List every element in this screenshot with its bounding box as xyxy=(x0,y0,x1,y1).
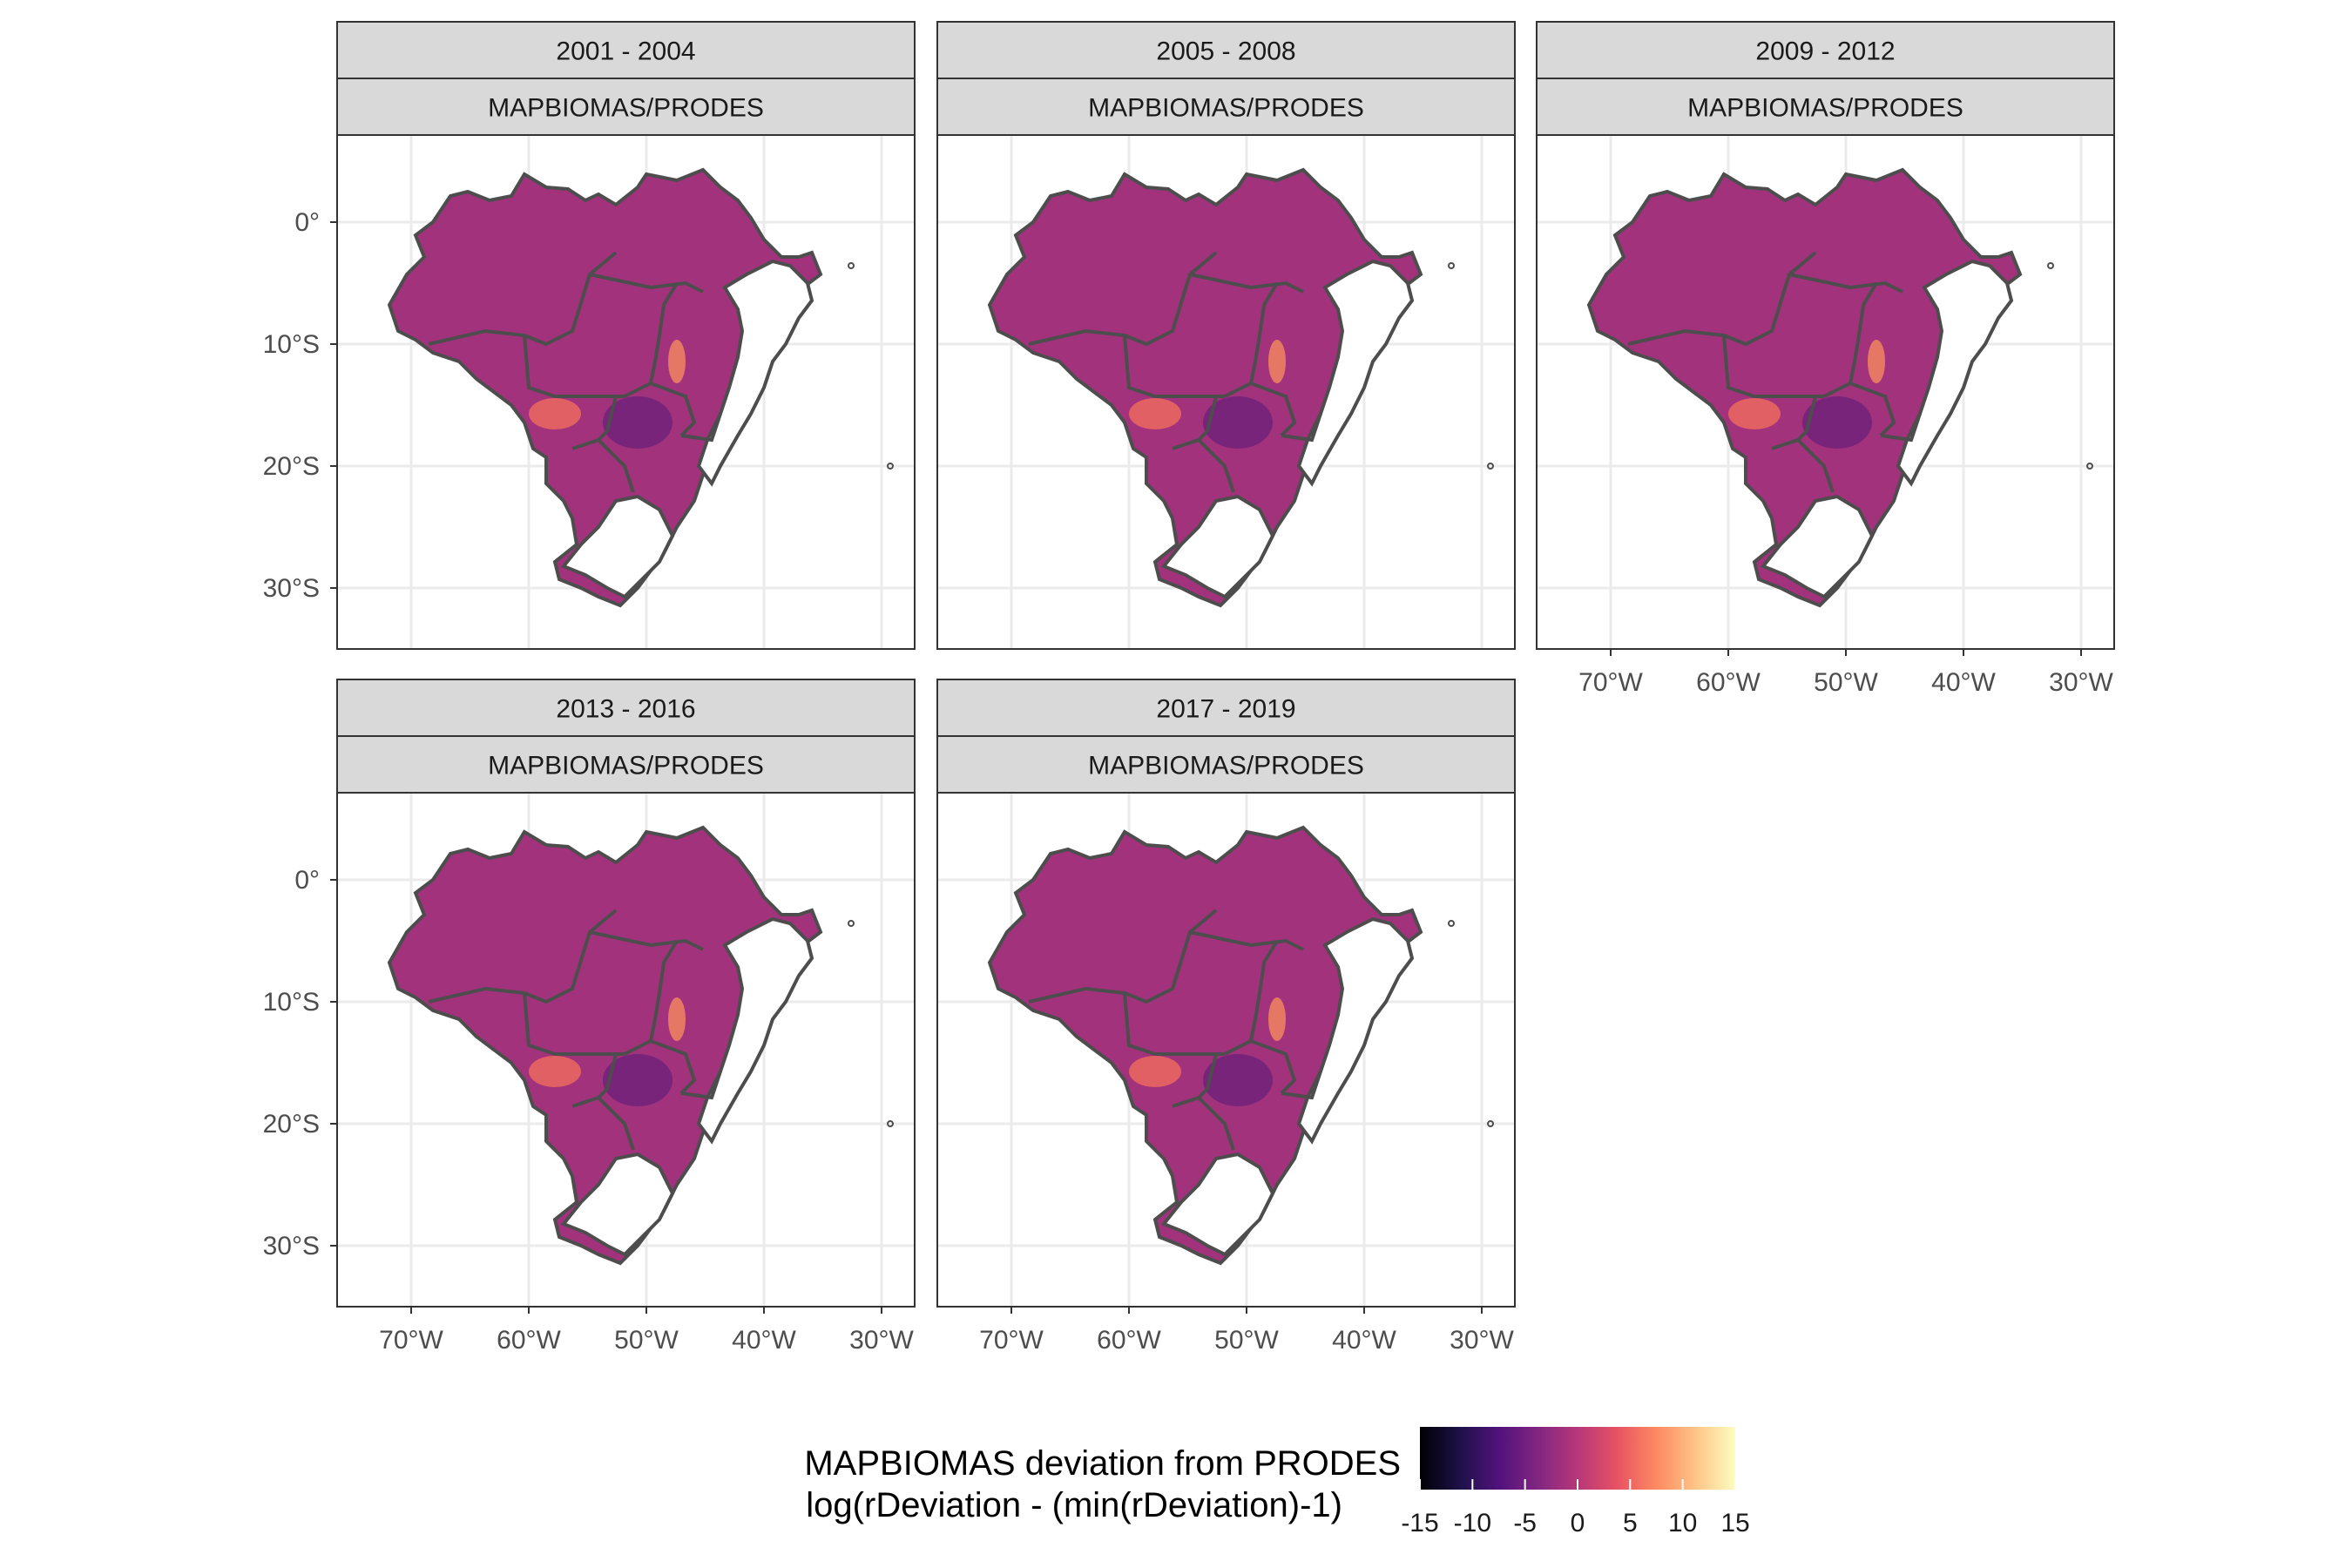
legend-tick-label: 0 xyxy=(1571,1509,1585,1538)
panel-border xyxy=(336,792,916,1308)
island-marker xyxy=(1487,463,1494,470)
x-tick-label: 30°W xyxy=(2049,668,2113,697)
low-deviation-patch xyxy=(603,1054,672,1106)
island-marker xyxy=(887,463,894,470)
high-deviation-patch xyxy=(1268,997,1286,1041)
brazil-map xyxy=(388,826,822,1265)
x-tick-label: 70°W xyxy=(979,1326,1044,1355)
island-marker xyxy=(848,920,855,927)
panel-source-label: MAPBIOMAS/PRODES xyxy=(1687,94,1963,123)
map-panel: 2009 - 2012 MAPBIOMAS/PRODES 70°W 60°W 50°W 4… xyxy=(1536,21,2115,697)
island-marker xyxy=(2086,463,2093,470)
panel-period-label: 2013 - 2016 xyxy=(556,695,695,724)
y-tick-label: 0° xyxy=(294,208,320,237)
map-area xyxy=(1536,134,2115,650)
low-deviation-patch xyxy=(1802,396,1872,449)
legend-tick-label: -5 xyxy=(1513,1509,1537,1538)
panel-border xyxy=(936,134,1516,650)
island-marker xyxy=(1448,920,1455,927)
x-tick-label: 40°W xyxy=(1332,1326,1396,1355)
panel-border xyxy=(1536,134,2115,650)
legend-tick-label: 15 xyxy=(1720,1509,1749,1538)
panel-border xyxy=(936,792,1516,1308)
map-panel: 2013 - 2016 MAPBIOMAS/PRODES 0° 10°S 20°S 30°… xyxy=(263,679,916,1355)
strip-source xyxy=(336,735,916,794)
high-deviation-patch xyxy=(529,398,581,429)
y-tick-label: 10°S xyxy=(263,988,320,1017)
map-area xyxy=(336,134,916,650)
panel-period-label: 2001 - 2004 xyxy=(556,37,695,66)
x-tick-label: 70°W xyxy=(379,1326,443,1355)
island-marker xyxy=(2047,262,2054,269)
high-deviation-patch xyxy=(668,997,686,1041)
panel-source-label: MAPBIOMAS/PRODES xyxy=(1088,752,1364,781)
island-marker xyxy=(887,1120,894,1127)
island-marker xyxy=(848,262,855,269)
map-panel: 2005 - 2008 MAPBIOMAS/PRODES xyxy=(936,21,1516,650)
low-deviation-patch xyxy=(1203,396,1273,449)
legend-tick-label: -15 xyxy=(1401,1509,1438,1538)
y-tick-label: 10°S xyxy=(263,330,320,359)
island-marker xyxy=(1448,262,1455,269)
x-tick-label: 50°W xyxy=(1814,668,1878,697)
y-tick-label: 20°S xyxy=(263,1110,320,1139)
legend-tick-label: -10 xyxy=(1454,1509,1491,1538)
high-deviation-patch xyxy=(1129,398,1181,429)
legend-tick-label: 5 xyxy=(1623,1509,1638,1538)
legend-ticks: -15 -10 -5 0 5 10 15 xyxy=(1401,1479,1750,1538)
panels-layer: 2001 - 2004 MAPBIOMAS/PRODES 0° 10°S 20°S 30°… xyxy=(263,21,2115,1355)
high-deviation-patch xyxy=(1868,340,1885,383)
x-tick-label: 50°W xyxy=(614,1326,679,1355)
y-tick-label: 30°S xyxy=(263,1232,320,1260)
x-tick-label: 40°W xyxy=(1931,668,1996,697)
panel-period-label: 2009 - 2012 xyxy=(1755,37,1895,66)
strip-source xyxy=(1536,78,2115,136)
y-tick-label: 20°S xyxy=(263,452,320,481)
color-legend: MAPBIOMAS deviation from PRODES log(rDev… xyxy=(804,1427,1750,1538)
panel-period-label: 2017 - 2019 xyxy=(1156,695,1295,724)
high-deviation-patch xyxy=(668,340,686,383)
x-tick-label: 30°W xyxy=(1450,1326,1514,1355)
x-tick-label: 40°W xyxy=(732,1326,796,1355)
high-deviation-patch xyxy=(1129,1056,1181,1087)
panel-period-label: 2005 - 2008 xyxy=(1156,37,1295,66)
panel-source-label: MAPBIOMAS/PRODES xyxy=(488,94,764,123)
brazil-map xyxy=(388,168,822,607)
strip-source xyxy=(936,78,1516,136)
x-tick-label: 30°W xyxy=(849,1326,914,1355)
high-deviation-patch xyxy=(1268,340,1286,383)
low-deviation-patch xyxy=(1203,1054,1273,1106)
panel-source-label: MAPBIOMAS/PRODES xyxy=(488,752,764,781)
map-panel: 2017 - 2019 MAPBIOMAS/PRODES 70°W 60°W 50°W 4… xyxy=(936,679,1516,1355)
x-tick-label: 70°W xyxy=(1578,668,1643,697)
map-panel: 2001 - 2004 MAPBIOMAS/PRODES 0° 10°S 20°S 30°… xyxy=(263,21,916,650)
map-area xyxy=(936,134,1516,650)
x-tick-label: 50°W xyxy=(1214,1326,1279,1355)
high-deviation-patch xyxy=(529,1056,581,1087)
panel-border xyxy=(336,134,916,650)
x-tick-label: 60°W xyxy=(497,1326,561,1355)
high-deviation-patch xyxy=(1728,398,1781,429)
brazil-map xyxy=(988,168,1423,607)
low-deviation-patch xyxy=(603,396,672,449)
brazil-map xyxy=(1587,168,2022,607)
strip-period xyxy=(336,21,916,79)
legend-title-line2: log(rDeviation - (min(rDeviation)-1) xyxy=(806,1486,1342,1524)
map-area xyxy=(936,792,1516,1308)
brazil-map xyxy=(988,826,1423,1265)
legend-tick-label: 10 xyxy=(1668,1509,1697,1538)
panel-source-label: MAPBIOMAS/PRODES xyxy=(1088,94,1364,123)
legend-title-line1: MAPBIOMAS deviation from PRODES xyxy=(804,1444,1401,1483)
y-tick-label: 0° xyxy=(294,866,320,895)
map-area xyxy=(336,792,916,1308)
y-tick-label: 30°S xyxy=(263,574,320,603)
x-tick-label: 60°W xyxy=(1696,668,1761,697)
strip-source xyxy=(336,78,916,136)
strip-period xyxy=(1536,21,2115,79)
island-marker xyxy=(1487,1120,1494,1127)
x-tick-label: 60°W xyxy=(1097,1326,1161,1355)
